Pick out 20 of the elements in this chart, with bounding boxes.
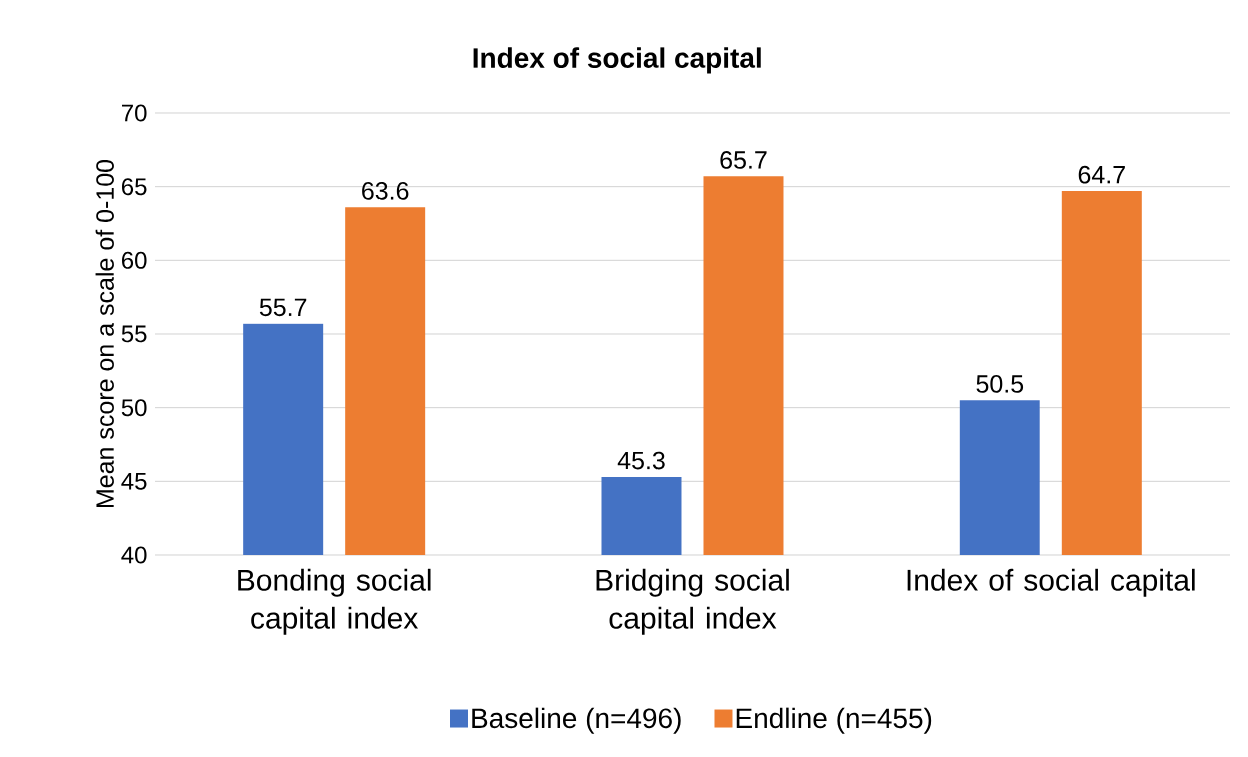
y-axis-title: Mean score on a scale of 0-100 (95, 159, 114, 508)
data-label: 64.7 (1078, 165, 1125, 184)
data-label: 63.6 (362, 182, 409, 200)
y-tick-label: 45 (121, 472, 147, 490)
y-tick-label: 60 (122, 251, 147, 269)
data-label: 45.3 (617, 451, 665, 470)
y-tick-label: 50 (121, 399, 147, 417)
legend-label: Baseline (n=496) (472, 707, 681, 734)
y-tick-label: 55 (121, 325, 147, 343)
y-tick-label: 65 (122, 178, 147, 196)
y-tick-label: 70 (122, 104, 147, 122)
chart-title: Index of social capital (473, 47, 761, 74)
data-label: 55.7 (259, 298, 307, 317)
data-label: 50.5 (976, 375, 1024, 393)
x-tick-label: Bonding social capital index (238, 568, 431, 635)
x-tick-label: Index of social capital (907, 568, 1195, 597)
y-tick-label: 40 (121, 546, 147, 564)
x-tick-label: Bridging social capital index (596, 568, 789, 635)
data-label: 65.7 (720, 151, 767, 169)
legend-label: Endline (n=455) (736, 707, 932, 734)
